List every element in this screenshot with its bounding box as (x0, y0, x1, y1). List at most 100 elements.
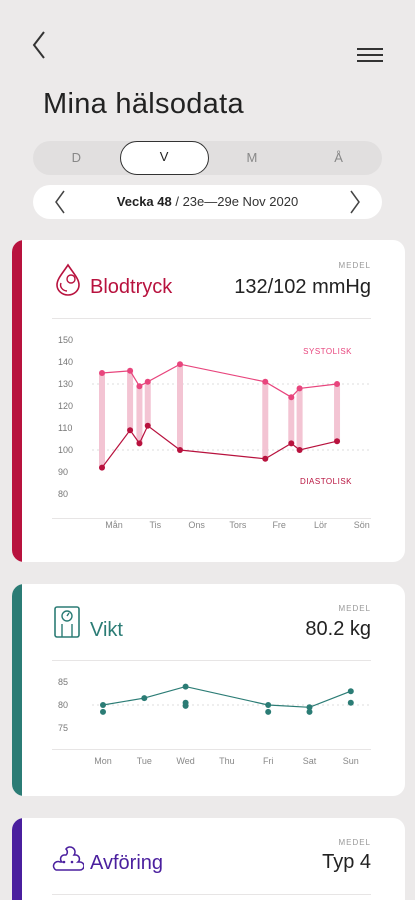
tab-year[interactable]: Å (334, 150, 343, 165)
weight-point (347, 699, 354, 706)
y-tick-label: 120 (58, 401, 73, 411)
diastolic-point (144, 422, 151, 429)
weight-point (306, 708, 313, 715)
y-tick-label: 110 (58, 423, 72, 433)
x-tick-label: Mon (94, 756, 112, 766)
diastolic-label: DIASTOLISK (300, 477, 352, 486)
systolic-point (296, 385, 303, 392)
average-value: 132/102 mmHg (234, 276, 371, 298)
x-tick-label: Tors (229, 520, 247, 530)
y-tick-label: 80 (58, 700, 68, 710)
y-tick-label: 85 (58, 677, 68, 687)
week-number: Vecka 48 (116, 194, 172, 209)
diastolic-point (288, 440, 295, 447)
weight-point (306, 704, 313, 711)
divider (52, 660, 371, 661)
range-bar (136, 386, 143, 444)
range-bar (144, 381, 151, 426)
diastolic-point (127, 427, 134, 434)
blood-pressure-chart: 150 140 130 120 110 100 90 80 Mån Tis Ons Tors Fre Lö… (58, 335, 372, 530)
y-tick-label: 130 (58, 379, 73, 389)
card-accent-stripe (12, 818, 22, 900)
systolic-point (99, 370, 105, 376)
diastolic-point (334, 438, 341, 445)
diastolic-point (177, 447, 183, 453)
blood-pressure-card[interactable]: Blodtryck MEDEL 132/102 mmHg 150 140 130 12… (12, 240, 405, 562)
x-tick-label: Thu (219, 756, 235, 766)
tab-day[interactable]: D (71, 150, 82, 165)
scale-icon (52, 604, 84, 638)
x-tick-label: Sun (343, 756, 359, 766)
average-label: MEDEL (338, 261, 371, 270)
weight-point (265, 708, 272, 715)
divider (52, 749, 371, 750)
page-title: Mina hälsodata (43, 88, 244, 120)
card-accent-stripe (12, 584, 22, 796)
chevron-right-icon (350, 190, 360, 214)
x-tick-label: Fri (263, 756, 274, 766)
weight-point (265, 702, 272, 708)
card-accent-stripe (12, 240, 22, 562)
diastolic-point (296, 447, 303, 453)
weight-point (100, 708, 106, 715)
systolic-point (177, 361, 183, 368)
weight-card[interactable]: Vikt MEDEL 80.2 kg 85 80 75 Mon Tue Wed Thu Fri… (12, 584, 405, 796)
y-tick-label: 90 (58, 467, 68, 477)
blood-drop-icon (52, 262, 84, 296)
y-tick-label: 75 (58, 723, 68, 733)
range-bar (99, 373, 105, 468)
range-bar (262, 381, 269, 459)
range-bar (127, 370, 134, 431)
next-week-button[interactable] (344, 189, 364, 215)
tab-month[interactable]: M (246, 150, 258, 165)
previous-week-button[interactable] (51, 189, 71, 215)
week-range: / 23e—29e Nov 2020 (171, 194, 299, 209)
weight-point (182, 702, 189, 709)
x-tick-label: Sön (354, 520, 370, 530)
tab-week[interactable]: V (119, 141, 209, 175)
diastolic-point (262, 455, 269, 462)
weight-chart: 85 80 75 Mon Tue Wed Thu Fri Sat Sun (58, 677, 372, 766)
x-tick-label: Mån (105, 520, 123, 530)
x-tick-label: Sat (303, 756, 317, 766)
card-title: Vikt (90, 619, 123, 641)
x-tick-label: Tue (137, 756, 152, 766)
weight-point (100, 702, 106, 708)
stool-icon (52, 844, 85, 878)
systolic-label: SYSTOLISK (303, 347, 352, 356)
weight-point (347, 688, 354, 695)
y-tick-label: 150 (58, 335, 73, 345)
divider (52, 318, 371, 319)
y-tick-label: 100 (58, 445, 73, 455)
stool-card[interactable]: Avföring MEDEL Typ 4 (12, 818, 405, 900)
average-label: MEDEL (338, 604, 371, 613)
x-tick-label: Ons (188, 520, 205, 530)
range-bar (177, 364, 183, 450)
diastolic-point (99, 464, 105, 471)
divider (52, 518, 371, 519)
back-button[interactable] (28, 28, 52, 62)
weight-line (102, 685, 352, 708)
y-tick-label: 80 (58, 489, 68, 499)
card-title: Avföring (90, 852, 164, 874)
diastolic-point (136, 440, 143, 447)
systolic-point (144, 378, 151, 385)
systolic-point (334, 381, 341, 387)
weight-point (141, 695, 148, 702)
chevron-left-icon (32, 31, 45, 59)
x-tick-label: Fre (272, 520, 286, 530)
period-tabs: D V M Å (33, 141, 382, 175)
x-tick-label: Tis (149, 520, 161, 530)
divider (52, 894, 371, 895)
range-bar (288, 397, 295, 444)
weight-point (182, 683, 189, 690)
average-value: Typ 4 (322, 851, 371, 873)
range-bar (296, 388, 303, 450)
systolic-point (136, 383, 143, 390)
chevron-left-icon (55, 190, 65, 214)
menu-button[interactable] (357, 48, 383, 66)
systolic-point (288, 394, 295, 401)
systolic-point (127, 367, 134, 374)
week-label: Vecka 48 / 23e—29e Nov 2020 (33, 185, 382, 219)
average-value: 80.2 kg (305, 618, 371, 640)
